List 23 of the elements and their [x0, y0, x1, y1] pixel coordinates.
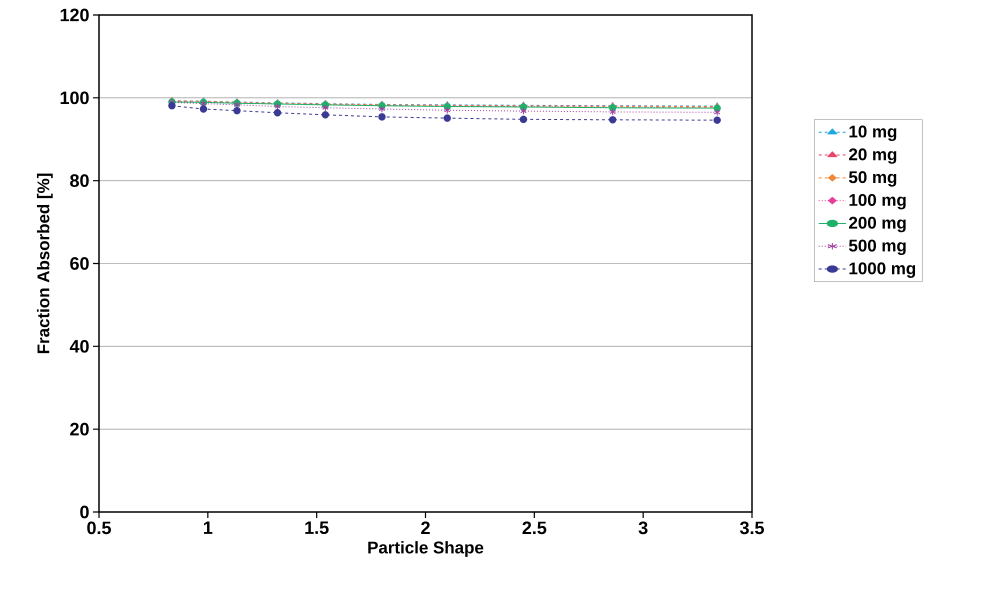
y-tick-label: 40 [70, 340, 89, 353]
x-tick-label: 0.5 [87, 522, 111, 534]
y-tick-label: 20 [70, 422, 89, 436]
x-tick-label: 2 [421, 522, 430, 534]
x-axis-title: Particle Shape [368, 541, 484, 557]
x-tick-label: 1.5 [305, 522, 329, 534]
legend-label: 10 mg [850, 126, 896, 141]
y-tick-label: 0 [80, 506, 89, 518]
y-axis-title: Fraction Absorbed [%] [36, 174, 53, 354]
x-tick-label: 3 [638, 522, 648, 534]
legend-label: 100 mg [850, 194, 906, 210]
x-tick-label: 3.5 [740, 522, 764, 534]
y-tick-label: 120 [60, 8, 89, 22]
y-tick-label: 80 [70, 174, 89, 188]
legend-label: 500 mg [848, 240, 906, 256]
legend-label: 50 mg [848, 171, 896, 187]
x-tick-label: 1 [204, 522, 212, 534]
y-tick-label: 100 [60, 91, 89, 104]
x-tick-label: 2.5 [522, 522, 546, 534]
y-tick-label: 60 [70, 257, 89, 270]
legend-label: 1000 mg [850, 262, 916, 278]
legend-label: 200 mg [849, 216, 906, 232]
legend-label: 20 mg [849, 148, 896, 164]
